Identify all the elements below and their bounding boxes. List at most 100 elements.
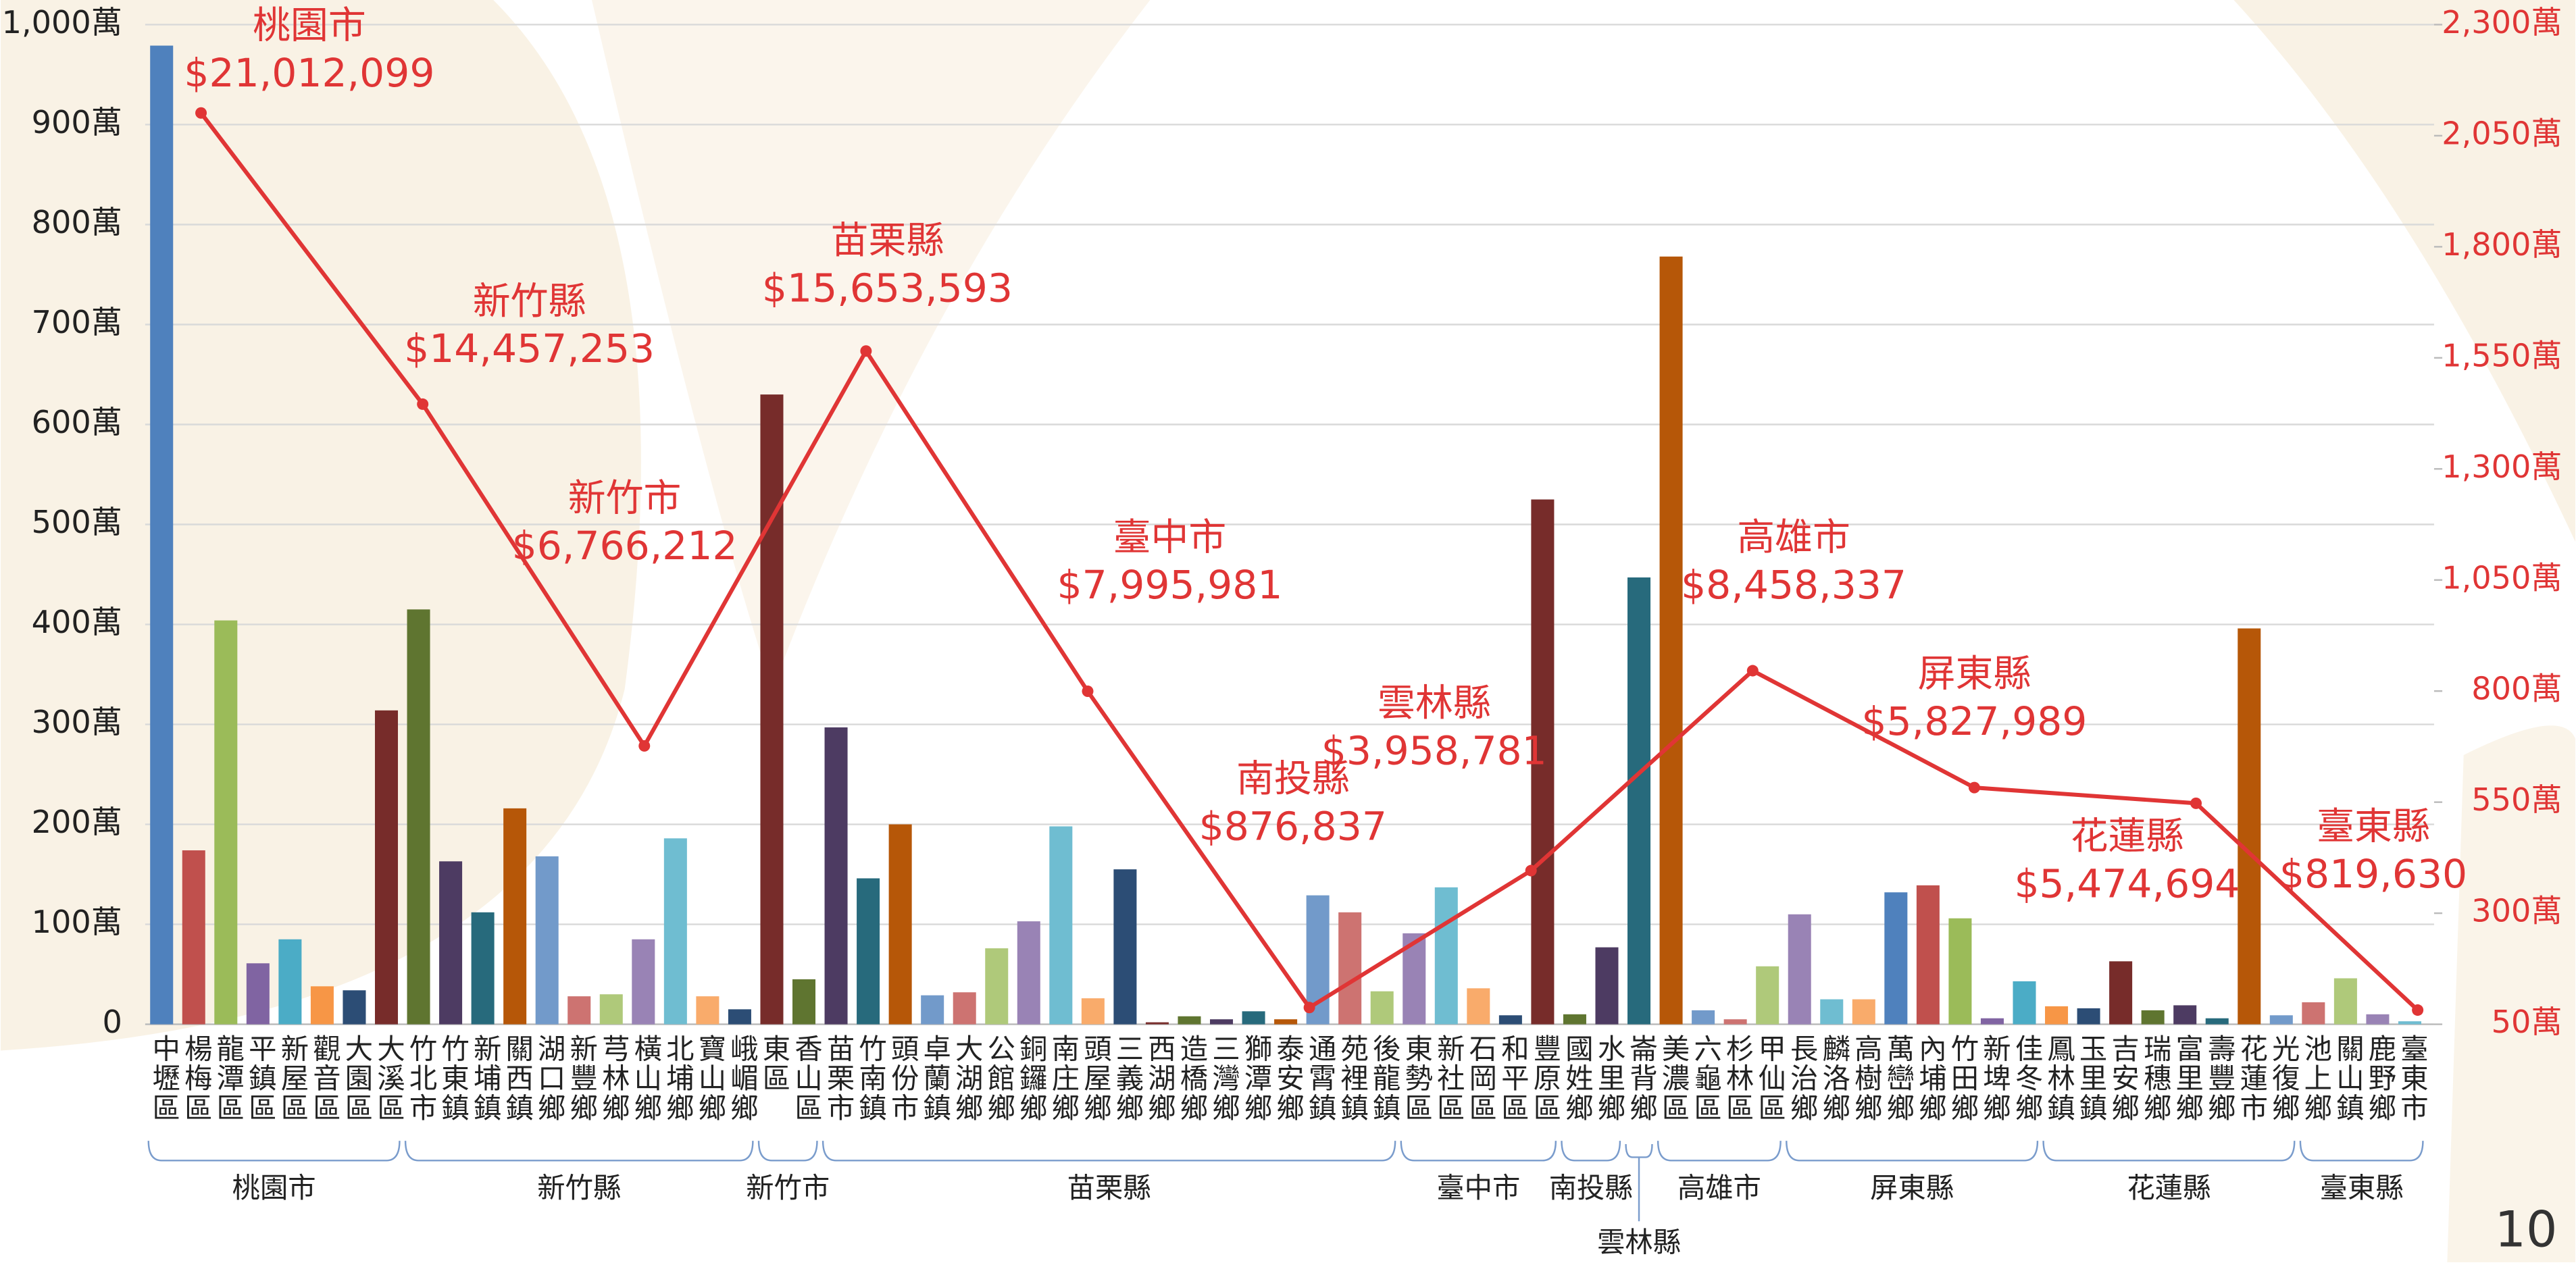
bar <box>1852 1000 1875 1025</box>
bar <box>2077 1008 2100 1025</box>
x-tick-label: 獅潭鄉 <box>1240 1034 1272 1122</box>
x-tick-label: 造橋鄉 <box>1175 1034 1207 1122</box>
x-tick-label: 橫山鄉 <box>629 1034 661 1122</box>
x-tick-label: 頭份市 <box>886 1034 919 1122</box>
bar <box>2173 1005 2196 1024</box>
line-value-label: $3,958,781 <box>1321 728 1547 774</box>
line-point <box>417 398 428 410</box>
bar <box>2270 1015 2293 1024</box>
y-tick-label: 100萬 <box>32 904 122 940</box>
line-label-name: 花蓮縣 <box>2071 815 2184 858</box>
bar <box>2013 981 2036 1025</box>
bar <box>696 996 719 1024</box>
x-tick-label: 豐原區 <box>1528 1034 1561 1122</box>
bar <box>567 996 590 1024</box>
x-tick-label: 竹東鎮 <box>436 1034 469 1122</box>
bar <box>1788 914 1811 1025</box>
bar <box>1627 577 1650 1025</box>
x-tick-label: 觀音區 <box>308 1034 340 1122</box>
x-tick-label: 大溪區 <box>372 1034 405 1122</box>
x-tick-label: 後龍鎮 <box>1368 1034 1400 1122</box>
x-tick-label: 內埔鄉 <box>1914 1034 1946 1122</box>
bar <box>1113 869 1136 1024</box>
bar <box>728 1009 751 1024</box>
line-label-name: 屏東縣 <box>1918 652 2031 696</box>
line-value-label: $819,630 <box>2279 851 2467 897</box>
x-tick-label: 西湖鄉 <box>1143 1034 1176 1122</box>
bar <box>1435 887 1458 1025</box>
bar <box>600 994 623 1024</box>
x-tick-label: 東區 <box>757 1034 790 1093</box>
bar <box>1948 919 1971 1025</box>
y-tick-label: 600萬 <box>32 404 122 440</box>
y-tick-label: 1,000萬 <box>2 4 122 41</box>
x-tick-label: 卓蘭鎮 <box>918 1034 951 1122</box>
line-point <box>2190 798 2202 809</box>
bar <box>1499 1015 1522 1024</box>
x-tick-label: 國姓鄉 <box>1561 1034 1593 1122</box>
x-tick-label: 平鎮區 <box>244 1034 276 1122</box>
line-point <box>1747 665 1759 677</box>
line-label-name: 苗栗縣 <box>831 219 944 263</box>
bar <box>1563 1014 1586 1025</box>
group-bracket <box>1786 1141 2038 1160</box>
bar <box>2238 628 2261 1024</box>
bar <box>2334 979 2357 1025</box>
group-bracket <box>2044 1141 2295 1160</box>
group-bracket <box>1401 1141 1556 1160</box>
bar <box>1756 966 1779 1025</box>
bar <box>1242 1011 1265 1024</box>
y-tick-label: 200萬 <box>32 804 122 840</box>
y2-tick-label: 1,300萬 <box>2442 448 2562 485</box>
x-tick-label: 水里鄉 <box>1592 1034 1625 1122</box>
bar <box>889 825 912 1025</box>
line-point <box>638 740 650 752</box>
bar <box>1724 1019 1747 1024</box>
line-point <box>195 107 207 119</box>
x-tick-label: 石岡區 <box>1464 1034 1496 1122</box>
bar <box>1049 827 1072 1025</box>
x-tick-label: 佳冬鄉 <box>2010 1034 2042 1122</box>
bar <box>953 992 976 1024</box>
x-tick-label: 苗栗市 <box>822 1034 855 1122</box>
bar <box>760 394 783 1024</box>
line-label-name: 新竹縣 <box>473 280 586 324</box>
bar <box>439 861 462 1024</box>
x-tick-label: 公館鄉 <box>982 1034 1015 1122</box>
bar <box>1146 1023 1169 1025</box>
x-tick-label: 甲仙區 <box>1753 1034 1786 1122</box>
line-point <box>1082 686 1093 697</box>
x-tick-label: 崙背鄉 <box>1625 1034 1658 1122</box>
bar <box>1178 1016 1201 1025</box>
x-tick-label: 萬巒鄉 <box>1882 1034 1914 1122</box>
bar <box>1210 1019 1233 1024</box>
bar <box>2142 1010 2165 1025</box>
bar <box>1017 921 1040 1024</box>
group-label: 屏東縣 <box>1870 1172 1954 1204</box>
x-tick-label: 吉安鄉 <box>2106 1034 2139 1122</box>
y-tick-label: 0 <box>103 1004 122 1040</box>
y-tick-label: 700萬 <box>32 304 122 340</box>
group-bracket <box>759 1141 817 1160</box>
line-value-label: $5,827,989 <box>1861 698 2087 744</box>
bar <box>2302 1002 2325 1025</box>
bar <box>1338 912 1361 1025</box>
bar <box>247 963 270 1024</box>
y-tick-label: 400萬 <box>32 604 122 640</box>
x-tick-label: 芎林鄉 <box>597 1034 630 1122</box>
y2-tick-label: 2,300萬 <box>2442 4 2562 41</box>
page-number: 10 <box>2495 1201 2558 1258</box>
x-tick-label: 泰安鄉 <box>1271 1034 1304 1122</box>
x-tick-label: 新豐鄉 <box>565 1034 597 1122</box>
bar <box>536 856 559 1025</box>
bar <box>407 609 430 1024</box>
x-tick-label: 龍潭區 <box>211 1034 244 1122</box>
group-label: 新竹縣 <box>537 1172 621 1204</box>
x-tick-label: 和平區 <box>1496 1034 1529 1122</box>
y-tick-label: 900萬 <box>32 104 122 140</box>
bar <box>278 939 301 1025</box>
x-tick-label: 美濃區 <box>1657 1034 1690 1122</box>
group-label: 桃園市 <box>232 1172 316 1204</box>
line-label-name: 新竹市 <box>568 476 682 520</box>
x-tick-label: 東勢區 <box>1400 1034 1432 1122</box>
